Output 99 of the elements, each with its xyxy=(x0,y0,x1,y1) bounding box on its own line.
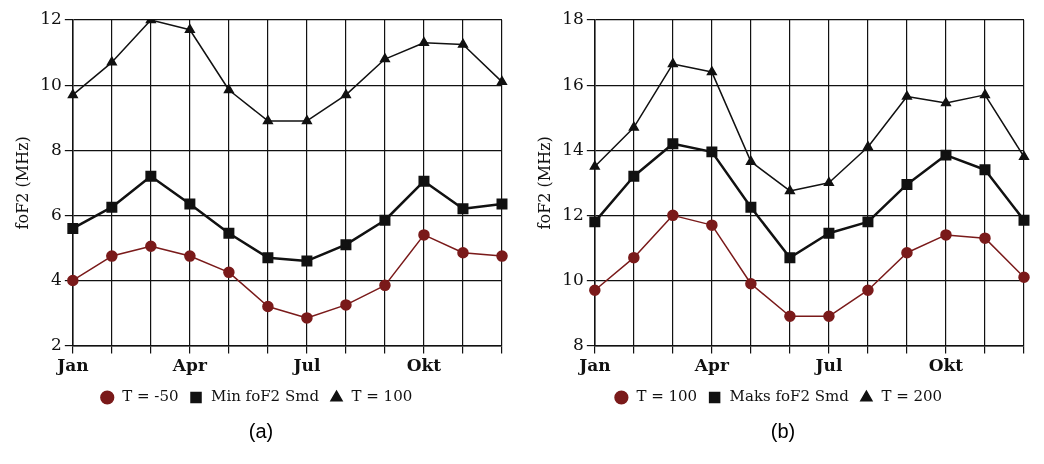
text: (a) xyxy=(247,420,275,443)
x-tick-label: Jan xyxy=(577,355,611,376)
point xyxy=(496,76,508,86)
x-tick-label: Jan xyxy=(55,355,89,376)
point xyxy=(979,89,991,99)
point xyxy=(340,239,352,251)
point xyxy=(379,53,391,63)
point xyxy=(628,121,639,131)
point xyxy=(301,312,313,324)
y-tick-label: 14 xyxy=(562,138,584,159)
legend-label: T = -50 xyxy=(122,387,179,406)
point xyxy=(784,252,796,264)
point xyxy=(496,198,508,210)
point xyxy=(628,251,640,264)
point xyxy=(301,255,313,267)
point xyxy=(457,247,469,259)
legend-label: T = 200 xyxy=(881,387,943,406)
point xyxy=(667,58,678,68)
point xyxy=(784,185,795,195)
point xyxy=(457,203,469,215)
point xyxy=(940,229,952,241)
y-tick-label: 12 xyxy=(40,8,62,29)
x-tick-label: Jul xyxy=(813,355,843,376)
point xyxy=(184,24,195,34)
legend-label: Min foF2 Smd xyxy=(211,387,320,406)
y-tick-label: 6 xyxy=(51,203,62,224)
point xyxy=(340,89,352,99)
y-axis-title: foF2 (MHz) xyxy=(534,136,554,230)
y-tick-label: 16 xyxy=(562,73,584,94)
y-tick-label: 2 xyxy=(51,334,62,355)
point xyxy=(262,115,273,125)
x-tick-label: Okt xyxy=(406,355,442,376)
point xyxy=(106,201,118,213)
point xyxy=(1018,271,1030,283)
point xyxy=(589,160,600,170)
point xyxy=(901,178,913,190)
point xyxy=(667,138,679,150)
point xyxy=(457,38,469,48)
point xyxy=(706,66,717,76)
point xyxy=(418,175,430,187)
point xyxy=(67,89,78,99)
point xyxy=(262,300,274,313)
x-tick-label: Apr xyxy=(171,355,208,376)
point xyxy=(901,90,913,100)
point xyxy=(823,310,835,323)
point xyxy=(223,227,235,239)
point xyxy=(784,310,796,323)
point xyxy=(979,232,991,244)
point xyxy=(418,37,430,47)
point xyxy=(379,279,391,292)
y-tick-label: 10 xyxy=(40,73,62,94)
y-axis-title: foF2 (MHz) xyxy=(12,136,32,230)
point xyxy=(628,170,640,182)
y-tick-label: 10 xyxy=(562,268,584,289)
point xyxy=(379,214,391,226)
point xyxy=(706,219,718,231)
point xyxy=(862,216,874,228)
legend-label: T = 100 xyxy=(351,387,413,406)
point xyxy=(145,240,157,253)
point xyxy=(145,170,157,182)
point xyxy=(1018,214,1030,226)
point xyxy=(106,250,118,262)
point xyxy=(823,177,834,187)
x-tick-label: Jul xyxy=(291,355,321,376)
y-tick-label: 4 xyxy=(51,268,62,289)
point xyxy=(940,97,952,107)
point xyxy=(823,227,835,239)
point xyxy=(184,250,196,262)
y-tick-label: 18 xyxy=(562,8,584,29)
point xyxy=(745,201,757,213)
point xyxy=(496,250,508,262)
legend-label: T = 100 xyxy=(636,387,698,406)
legend-label: Maks foF2 Smd xyxy=(729,387,850,406)
point xyxy=(745,277,757,290)
point xyxy=(67,222,79,234)
point xyxy=(1018,151,1030,160)
point xyxy=(223,84,234,94)
point xyxy=(106,56,117,66)
point xyxy=(940,149,952,161)
point xyxy=(901,247,913,259)
y-tick-label: 12 xyxy=(562,203,584,224)
point xyxy=(262,252,274,264)
point xyxy=(862,141,874,151)
point xyxy=(706,146,718,158)
point xyxy=(223,266,235,279)
text: (b) xyxy=(769,420,797,443)
point xyxy=(589,284,601,296)
x-tick-label: Apr xyxy=(693,355,730,376)
y-tick-label: 8 xyxy=(573,334,584,355)
point xyxy=(340,299,352,311)
point xyxy=(862,284,874,296)
x-tick-label: Okt xyxy=(928,355,964,376)
point xyxy=(979,164,991,176)
point xyxy=(745,155,756,165)
point xyxy=(667,209,679,222)
point xyxy=(418,229,430,241)
point xyxy=(184,198,196,210)
y-tick-label: 8 xyxy=(51,138,62,159)
point xyxy=(301,115,312,125)
